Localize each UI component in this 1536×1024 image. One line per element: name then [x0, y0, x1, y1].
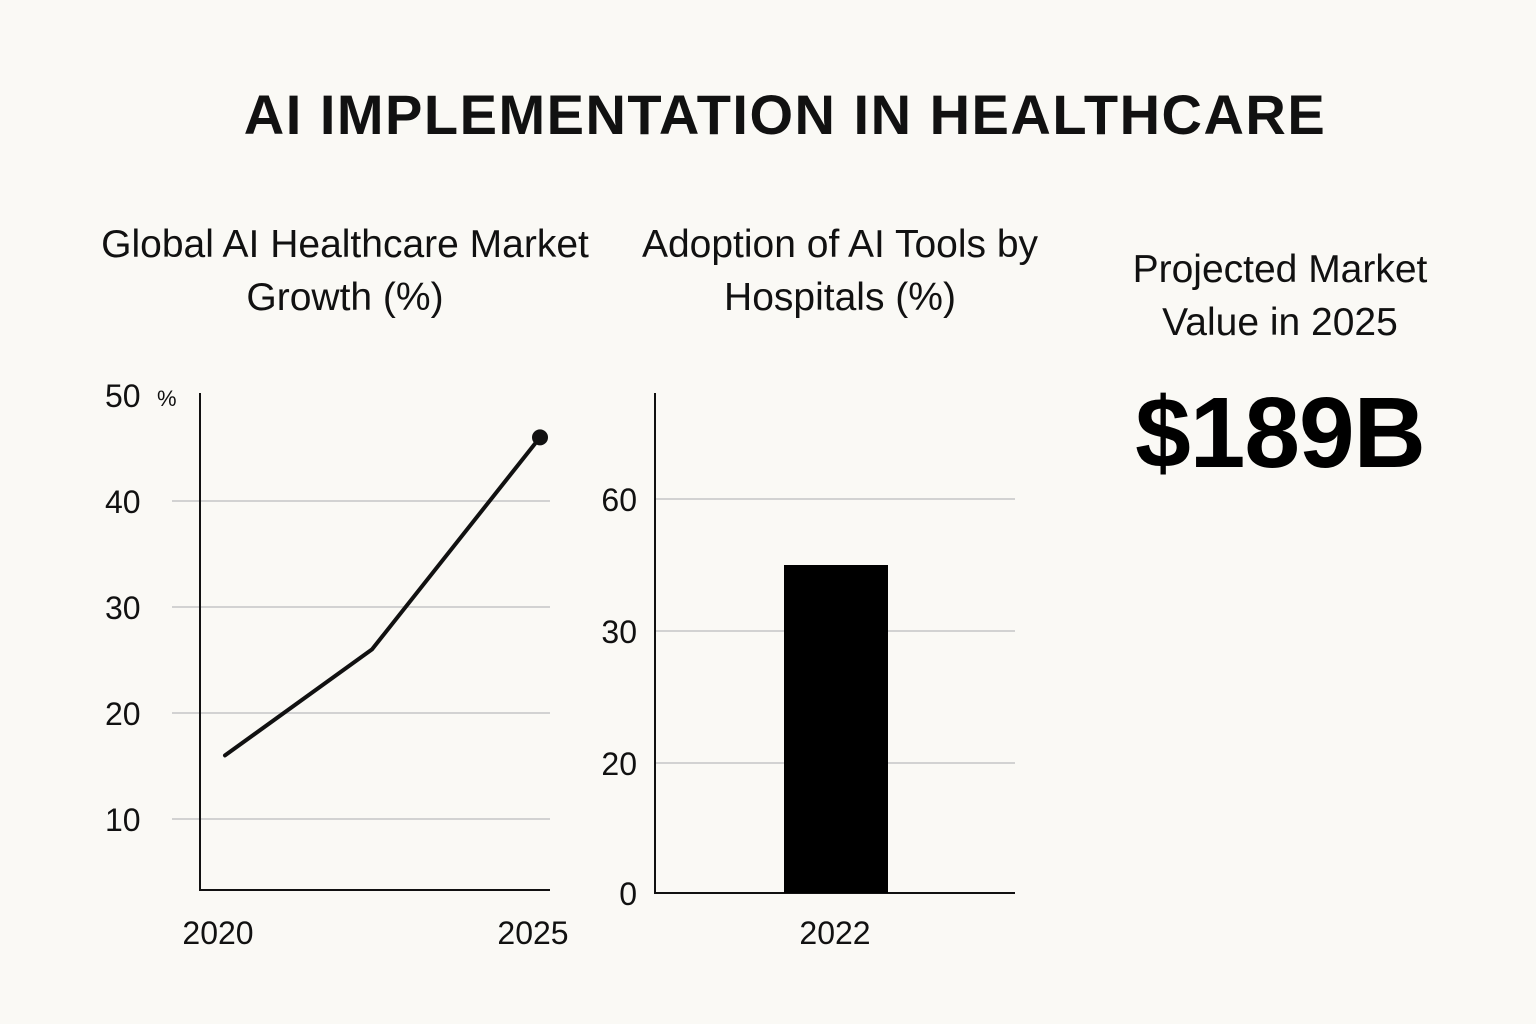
y-tick-label: 20	[105, 696, 141, 732]
y-tick-label: 60	[601, 482, 637, 518]
x-tick-label: 2022	[799, 915, 870, 951]
x-tick-label: 2025	[497, 915, 568, 951]
y-tick-label: 40	[105, 484, 141, 520]
y-tick-label: 30	[105, 590, 141, 626]
y-unit-label: %	[157, 386, 177, 411]
y-tick-label: 50	[105, 378, 141, 414]
market-growth-series-line	[223, 435, 542, 758]
y-tick-label: 10	[105, 802, 141, 838]
projected-market-value: $189B	[1135, 377, 1426, 489]
market-growth-chart-title: Global AI Healthcare Market Growth (%)	[101, 223, 589, 319]
y-tick-label: 30	[601, 614, 637, 650]
y-tick-label: 20	[601, 746, 637, 782]
bar-2022	[784, 565, 888, 893]
hospital-adoption-chart-title: Adoption of AI Tools by Hospitals (%)	[641, 223, 1039, 319]
y-tick-label: 0	[619, 876, 637, 912]
projected-market-label: Projected Market Value in 2025	[1132, 248, 1428, 344]
page-title: AI IMPLEMENTATION IN HEALTHCARE	[243, 83, 1327, 146]
series-end-point	[532, 429, 548, 446]
x-tick-label: 2020	[182, 915, 253, 951]
